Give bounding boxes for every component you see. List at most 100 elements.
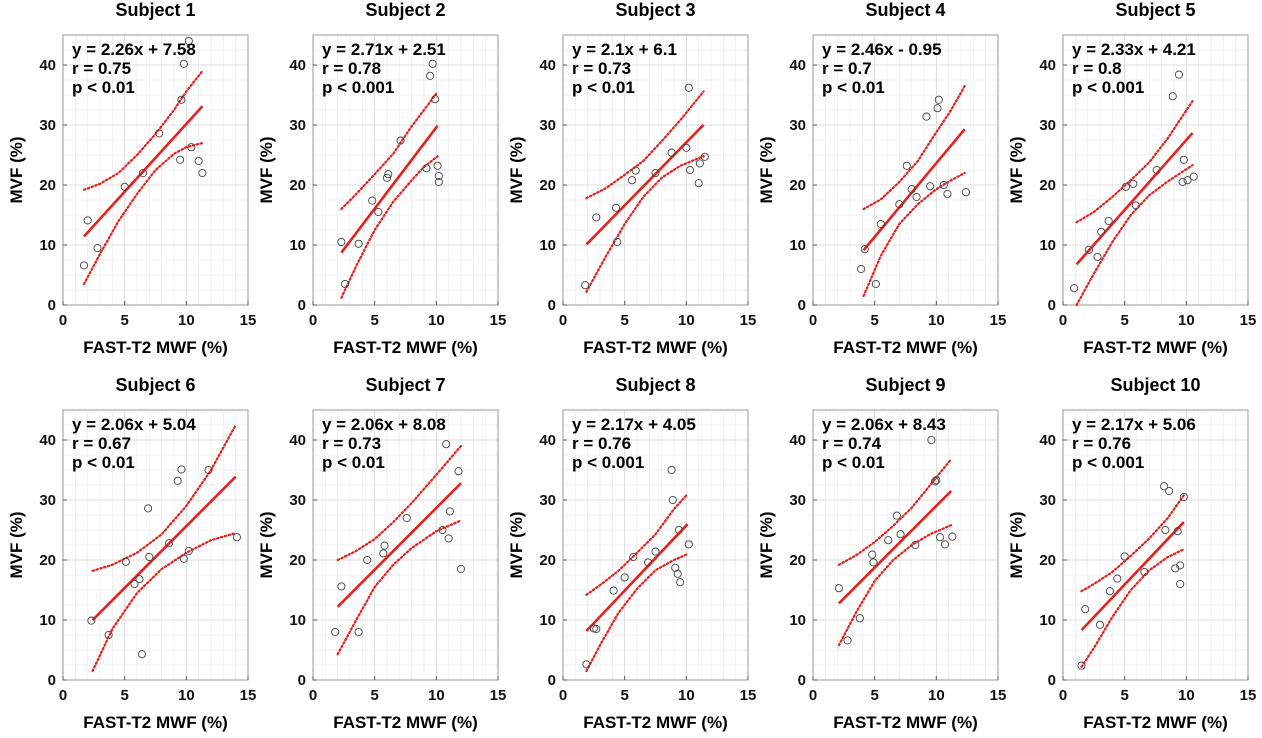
data-point [651, 547, 660, 556]
data-point [380, 541, 389, 550]
y-tick-label: 0 [548, 672, 556, 689]
panel-title: Subject 5 [1115, 0, 1195, 20]
y-tick-label: 30 [39, 492, 56, 509]
confidence-band-lower [862, 171, 966, 298]
data-point [93, 243, 102, 253]
plot-frame [312, 409, 499, 681]
data-point [674, 525, 683, 535]
y-tick-label: 20 [1039, 552, 1056, 569]
y-tick-label: 40 [289, 432, 306, 449]
data-point [667, 465, 676, 475]
data-point [933, 104, 942, 113]
data-point [876, 219, 885, 229]
y-tick-label: 40 [539, 57, 556, 74]
x-axis-label: FAST-T2 MWF (%) [833, 713, 977, 732]
panel-title: Subject 2 [365, 0, 445, 20]
data-point [629, 552, 638, 562]
data-point [628, 176, 637, 185]
data-point [682, 143, 691, 152]
y-tick-label: 0 [1048, 672, 1056, 689]
stats-annotation: y = 2.17x + 4.05 [572, 415, 696, 434]
data-point [581, 281, 590, 290]
y-tick-label: 0 [298, 672, 306, 689]
data-point [684, 540, 693, 549]
data-point [232, 533, 241, 542]
stats-annotation: p < 0.01 [572, 78, 635, 97]
x-tick-label: 15 [240, 312, 257, 329]
confidence-band-upper [837, 458, 953, 566]
data-point [860, 245, 869, 254]
data-point [592, 624, 601, 634]
stats-annotation: p < 0.001 [1072, 78, 1144, 97]
data-point [428, 59, 437, 68]
data-point [1168, 92, 1177, 101]
x-axis-label: FAST-T2 MWF (%) [1083, 713, 1227, 732]
y-tick-label: 10 [1039, 237, 1056, 254]
y-tick-label: 40 [39, 432, 56, 449]
data-point [363, 555, 372, 565]
y-tick-label: 10 [539, 237, 556, 254]
y-tick-label: 40 [539, 432, 556, 449]
stats-annotation: p < 0.01 [822, 453, 885, 472]
x-tick-label: 0 [1059, 312, 1067, 329]
stats-annotation: r = 0.73 [322, 434, 381, 453]
x-tick-label: 15 [240, 687, 257, 704]
y-tick-label: 30 [539, 117, 556, 134]
y-tick-label: 30 [789, 492, 806, 509]
data-point [1131, 201, 1140, 210]
regression-line [340, 124, 439, 254]
data-point [145, 552, 154, 562]
x-tick-label: 0 [1059, 687, 1067, 704]
data-point [922, 112, 931, 121]
data-point [382, 173, 392, 182]
data-point [1070, 284, 1079, 293]
y-tick-label: 10 [539, 612, 556, 629]
data-point [177, 95, 186, 104]
plot-frame [62, 34, 249, 306]
data-point [177, 465, 186, 474]
data-point [667, 148, 676, 157]
data-point [179, 59, 188, 68]
data-point [354, 239, 363, 248]
data-point [184, 36, 193, 46]
data-point [187, 143, 196, 152]
data-point [1121, 182, 1130, 191]
confidence-band-upper [862, 84, 966, 211]
data-point [79, 261, 89, 270]
x-tick-label: 5 [1120, 687, 1128, 704]
data-point [895, 200, 904, 209]
panel-title: Subject 1 [115, 0, 195, 20]
data-point [354, 627, 363, 637]
panel-title: Subject 4 [865, 0, 945, 20]
confidence-band-lower [340, 155, 439, 299]
stats-annotation: y = 2.71x + 2.51 [322, 40, 446, 59]
confidence-band-upper [340, 90, 439, 211]
stats-annotation: y = 2.1x + 6.1 [572, 40, 677, 59]
data-point [1179, 492, 1188, 502]
x-tick-label: 15 [490, 687, 507, 704]
y-tick-label: 40 [789, 432, 806, 449]
data-point [379, 549, 388, 558]
confidence-band-lower [585, 552, 689, 673]
y-tick-label: 0 [548, 297, 556, 314]
data-point [694, 179, 703, 188]
panel-9: 0 5 10 15 0 10 20 30 40 y = 2.06x + 8.43r = 0.74p… [757, 375, 1006, 732]
data-point [869, 558, 878, 567]
x-tick-label: 10 [428, 312, 445, 329]
data-point [1161, 525, 1170, 535]
x-tick-label: 15 [740, 687, 757, 704]
y-tick-label: 10 [289, 612, 306, 629]
y-tick-label: 20 [539, 177, 556, 194]
y-tick-label: 30 [289, 492, 306, 509]
y-tick-label: 40 [289, 57, 306, 74]
data-point [892, 511, 901, 520]
data-point [87, 616, 96, 625]
panel-title: Subject 3 [615, 0, 695, 20]
y-tick-label: 30 [1039, 492, 1056, 509]
y-tick-label: 20 [289, 552, 306, 569]
data-point [943, 189, 952, 199]
stats-annotation: p < 0.01 [322, 453, 385, 472]
confidence-band-lower [82, 141, 204, 286]
stats-annotation: y = 2.06x + 5.04 [72, 415, 196, 434]
